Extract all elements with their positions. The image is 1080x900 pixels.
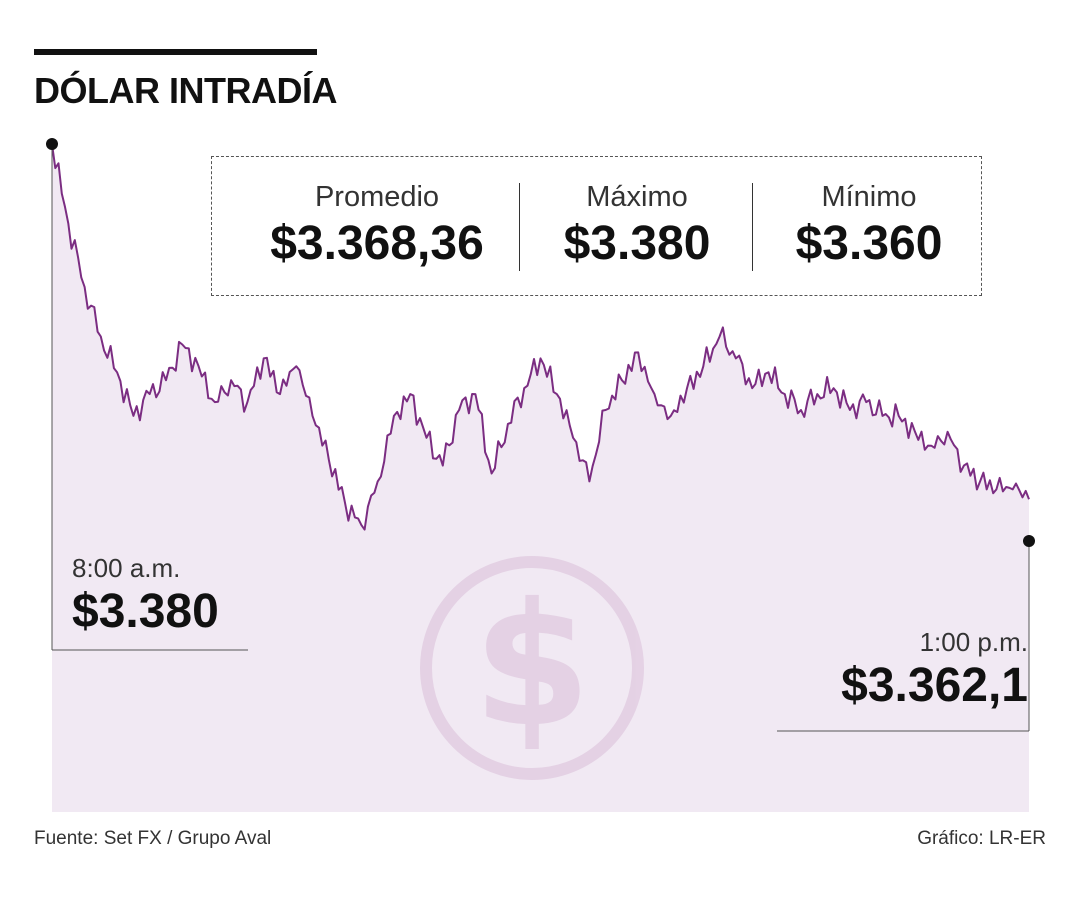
series-area	[52, 144, 1029, 812]
start-time-label: 8:00 a.m.	[72, 553, 181, 583]
start-price-label: $3.380	[72, 585, 219, 638]
stat-min: Mínimo $3.360	[757, 181, 981, 271]
series-line	[51, 143, 1030, 531]
stats-box: Promedio $3.368,36 Máximo $3.380 Mínimo …	[211, 156, 982, 296]
title-rule	[34, 49, 317, 55]
stat-min-value: $3.360	[795, 217, 943, 270]
stat-max-label: Máximo	[586, 181, 688, 213]
stat-max-value: $3.380	[563, 217, 711, 270]
start-callout: 8:00 a.m. $3.380	[72, 553, 219, 639]
stats-divider	[752, 183, 753, 271]
stat-average-value: $3.368,36	[270, 217, 484, 270]
chart-title: DÓLAR INTRADÍA	[34, 70, 337, 111]
stat-average-label: Promedio	[314, 181, 440, 213]
stat-min-label: Mínimo	[821, 181, 917, 213]
source-note: Fuente: Set FX / Grupo Aval	[34, 828, 272, 849]
stats-divider	[519, 183, 520, 271]
start-marker	[46, 138, 58, 150]
stat-max: Máximo $3.380	[524, 181, 750, 271]
dollar-coin-icon: $	[473, 567, 591, 765]
end-price-label: $3.362,1	[841, 659, 1028, 712]
graphic-credit: Gráfico: LR-ER	[917, 828, 1046, 849]
end-marker	[1023, 535, 1035, 547]
end-time-label: 1:00 p.m.	[919, 627, 1028, 657]
watermark-outer-ring	[420, 556, 644, 780]
end-callout: 1:00 p.m. $3.362,1	[841, 627, 1028, 713]
stat-average: Promedio $3.368,36	[232, 181, 522, 271]
watermark-dollar-coin-icon: $	[420, 556, 644, 780]
